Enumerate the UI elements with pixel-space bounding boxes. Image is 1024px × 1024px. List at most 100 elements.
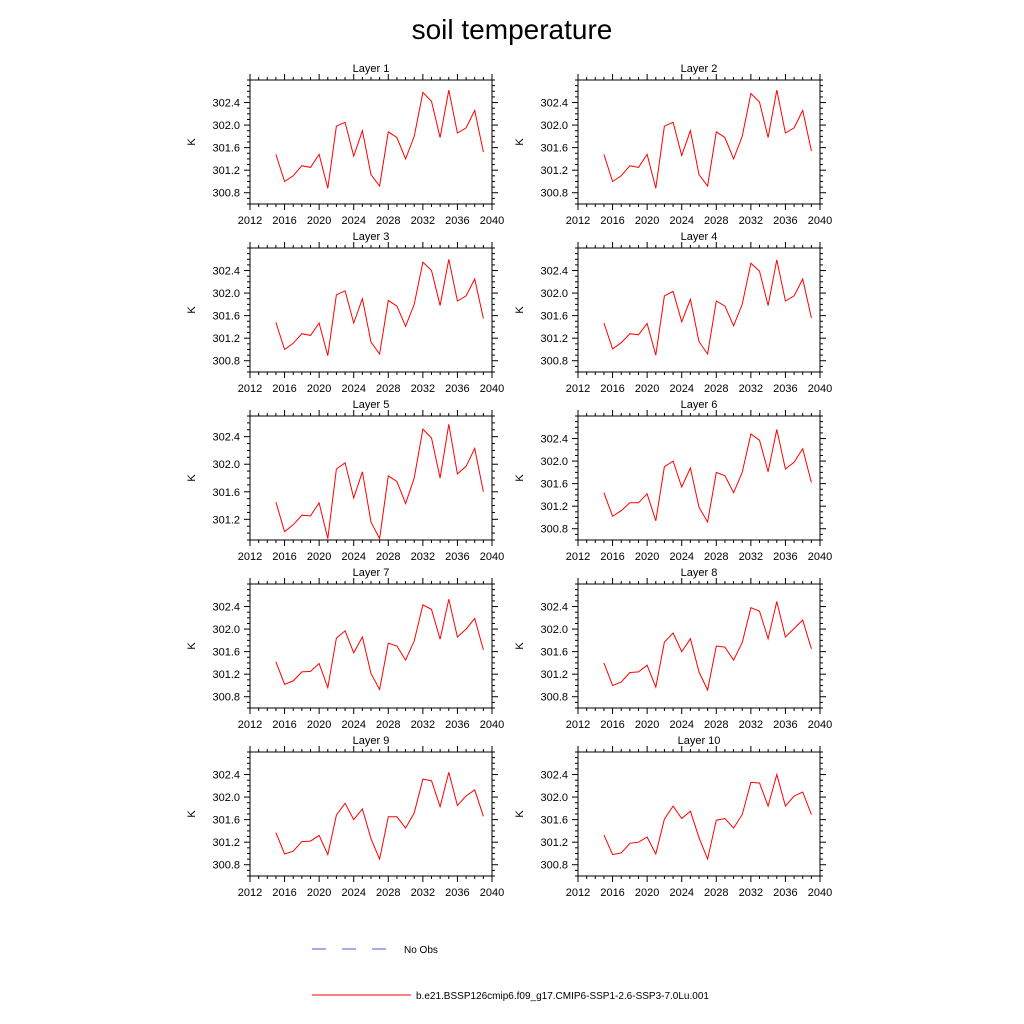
panel-4-frame <box>577 247 821 373</box>
panel-5: Layer 5 2012 2016 2020 2024 2028 2032 2036 2040 3… <box>186 399 504 563</box>
panel-2-series-line <box>603 90 812 189</box>
panel-2-ytick-label: 301.2 <box>540 165 568 177</box>
panel-10-xtick-label: 2040 <box>808 887 832 899</box>
panel-2-frame <box>577 79 821 205</box>
panel-3-xtick-label: 2040 <box>480 383 504 395</box>
panel-2-ytick-label: 301.6 <box>540 143 568 155</box>
panel-9-title: Layer 9 <box>353 735 390 747</box>
panel-7-frame <box>249 583 493 709</box>
panel-9-xtick-label: 2024 <box>341 887 365 899</box>
panel-8-xtick-label: 2032 <box>739 719 763 731</box>
panel-1-xtick-label: 2020 <box>307 215 331 227</box>
panel-1-xtick-label: 2040 <box>480 215 504 227</box>
panel-2-title: Layer 2 <box>681 63 718 75</box>
panel-1-ytick-label: 301.2 <box>212 165 240 177</box>
panel-6-ytick-label: 302.4 <box>540 434 568 446</box>
panel-5-xtick-label: 2040 <box>480 551 504 563</box>
panel-8: Layer 8 2012 2016 2020 2024 2028 2032 2036 2040 3… <box>514 567 832 731</box>
panel-8-ylabel: K <box>514 642 526 650</box>
panel-9-xtick-label: 2032 <box>411 887 435 899</box>
panel-9-xtick-label: 2012 <box>238 887 262 899</box>
panel-7-ytick-label: 302.0 <box>212 624 240 636</box>
legend-model-label: b.e21.BSSP126cmip6.f09_g17.CMIP6-SSP1-2.… <box>416 991 709 1002</box>
panel-4-xtick-label: 2040 <box>808 383 832 395</box>
panel-1-ylabel: K <box>186 138 198 146</box>
panel-9-ytick-label: 300.8 <box>212 860 240 872</box>
panel-5-ytick-label: 301.6 <box>212 487 240 499</box>
panel-10-ytick-label: 302.0 <box>540 792 568 804</box>
panel-4-xtick-label: 2012 <box>566 383 590 395</box>
page-title: soil temperature <box>411 14 613 45</box>
panel-3-ytick-label: 302.4 <box>212 266 240 278</box>
panel-2-xtick-label: 2012 <box>566 215 590 227</box>
panel-8-xtick-label: 2012 <box>566 719 590 731</box>
panel-1-xtick-label: 2036 <box>445 215 469 227</box>
panel-6-title: Layer 6 <box>681 399 718 411</box>
panel-3-title: Layer 3 <box>353 231 390 243</box>
panel-6-frame <box>577 415 821 541</box>
panel-10-xtick-label: 2028 <box>704 887 728 899</box>
panel-5-xtick-label: 2012 <box>238 551 262 563</box>
panel-6-ytick-label: 300.8 <box>540 524 568 536</box>
panel-6-xtick-label: 2012 <box>566 551 590 563</box>
panel-4-ytick-label: 301.6 <box>540 311 568 323</box>
panel-2-xtick-label: 2024 <box>669 215 693 227</box>
panel-1-xtick-label: 2016 <box>272 215 296 227</box>
panel-1-series-line <box>275 90 484 189</box>
panel-9-xtick-label: 2028 <box>376 887 400 899</box>
panel-1-ytick-label: 300.8 <box>212 188 240 200</box>
panel-2-xtick-label: 2016 <box>600 215 624 227</box>
panel-7-series-line <box>275 599 484 691</box>
panel-8-ytick-label: 301.6 <box>540 647 568 659</box>
panel-10-title: Layer 10 <box>678 735 721 747</box>
panel-3-xtick-label: 2024 <box>341 383 365 395</box>
panel-1-ytick-label: 302.4 <box>212 98 240 110</box>
panel-8-xtick-label: 2020 <box>635 719 659 731</box>
panel-5-xtick-label: 2024 <box>341 551 365 563</box>
chart-panels: Layer 1 2012 2016 2020 2024 2028 2032 2036 2040 3… <box>186 63 832 899</box>
panel-4-xtick-label: 2032 <box>739 383 763 395</box>
panel-7-xtick-label: 2032 <box>411 719 435 731</box>
panel-10-ytick-label: 301.2 <box>540 837 568 849</box>
panel-3-xtick-label: 2032 <box>411 383 435 395</box>
panel-7-ytick-label: 300.8 <box>212 692 240 704</box>
panel-6-series-line <box>603 429 812 524</box>
legend-obs-label: No Obs <box>404 945 438 956</box>
panel-7-xtick-label: 2040 <box>480 719 504 731</box>
panel-10-frame <box>577 751 821 877</box>
panel-8-ytick-label: 301.2 <box>540 669 568 681</box>
panel-9-ytick-label: 302.4 <box>212 770 240 782</box>
panel-3-ylabel: K <box>186 306 198 314</box>
panel-10-xtick-label: 2012 <box>566 887 590 899</box>
panel-8-xtick-label: 2040 <box>808 719 832 731</box>
panel-4-ytick-label: 302.0 <box>540 288 568 300</box>
panel-5-xtick-label: 2036 <box>445 551 469 563</box>
panel-4-xtick-label: 2024 <box>669 383 693 395</box>
panel-1-xtick-label: 2024 <box>341 215 365 227</box>
panel-7-xtick-label: 2012 <box>238 719 262 731</box>
panel-6: Layer 6 2012 2016 2020 2024 2028 2032 2036 2040 3… <box>514 399 832 563</box>
panel-4-xtick-label: 2016 <box>600 383 624 395</box>
panel-7-ytick-label: 301.2 <box>212 669 240 681</box>
panel-1-xtick-label: 2028 <box>376 215 400 227</box>
panel-6-xtick-label: 2028 <box>704 551 728 563</box>
panel-9-ytick-label: 301.6 <box>212 815 240 827</box>
panel-5-ytick-label: 302.0 <box>212 459 240 471</box>
panel-2-ytick-label: 302.4 <box>540 98 568 110</box>
panel-1-ytick-label: 301.6 <box>212 143 240 155</box>
panel-2-ytick-label: 302.0 <box>540 120 568 132</box>
panel-2-xtick-label: 2020 <box>635 215 659 227</box>
panel-3-xtick-label: 2016 <box>272 383 296 395</box>
panel-9-ylabel: K <box>186 810 198 818</box>
panel-3-ytick-label: 301.6 <box>212 311 240 323</box>
panel-4-ytick-label: 300.8 <box>540 356 568 368</box>
panel-3-series-line <box>275 259 484 356</box>
panel-7-ytick-label: 302.4 <box>212 602 240 614</box>
panel-10-xtick-label: 2032 <box>739 887 763 899</box>
panel-7-xtick-label: 2020 <box>307 719 331 731</box>
panel-8-xtick-label: 2036 <box>773 719 797 731</box>
panel-6-xtick-label: 2020 <box>635 551 659 563</box>
panel-8-xtick-label: 2024 <box>669 719 693 731</box>
panel-5-xtick-label: 2028 <box>376 551 400 563</box>
panel-5-xtick-label: 2020 <box>307 551 331 563</box>
